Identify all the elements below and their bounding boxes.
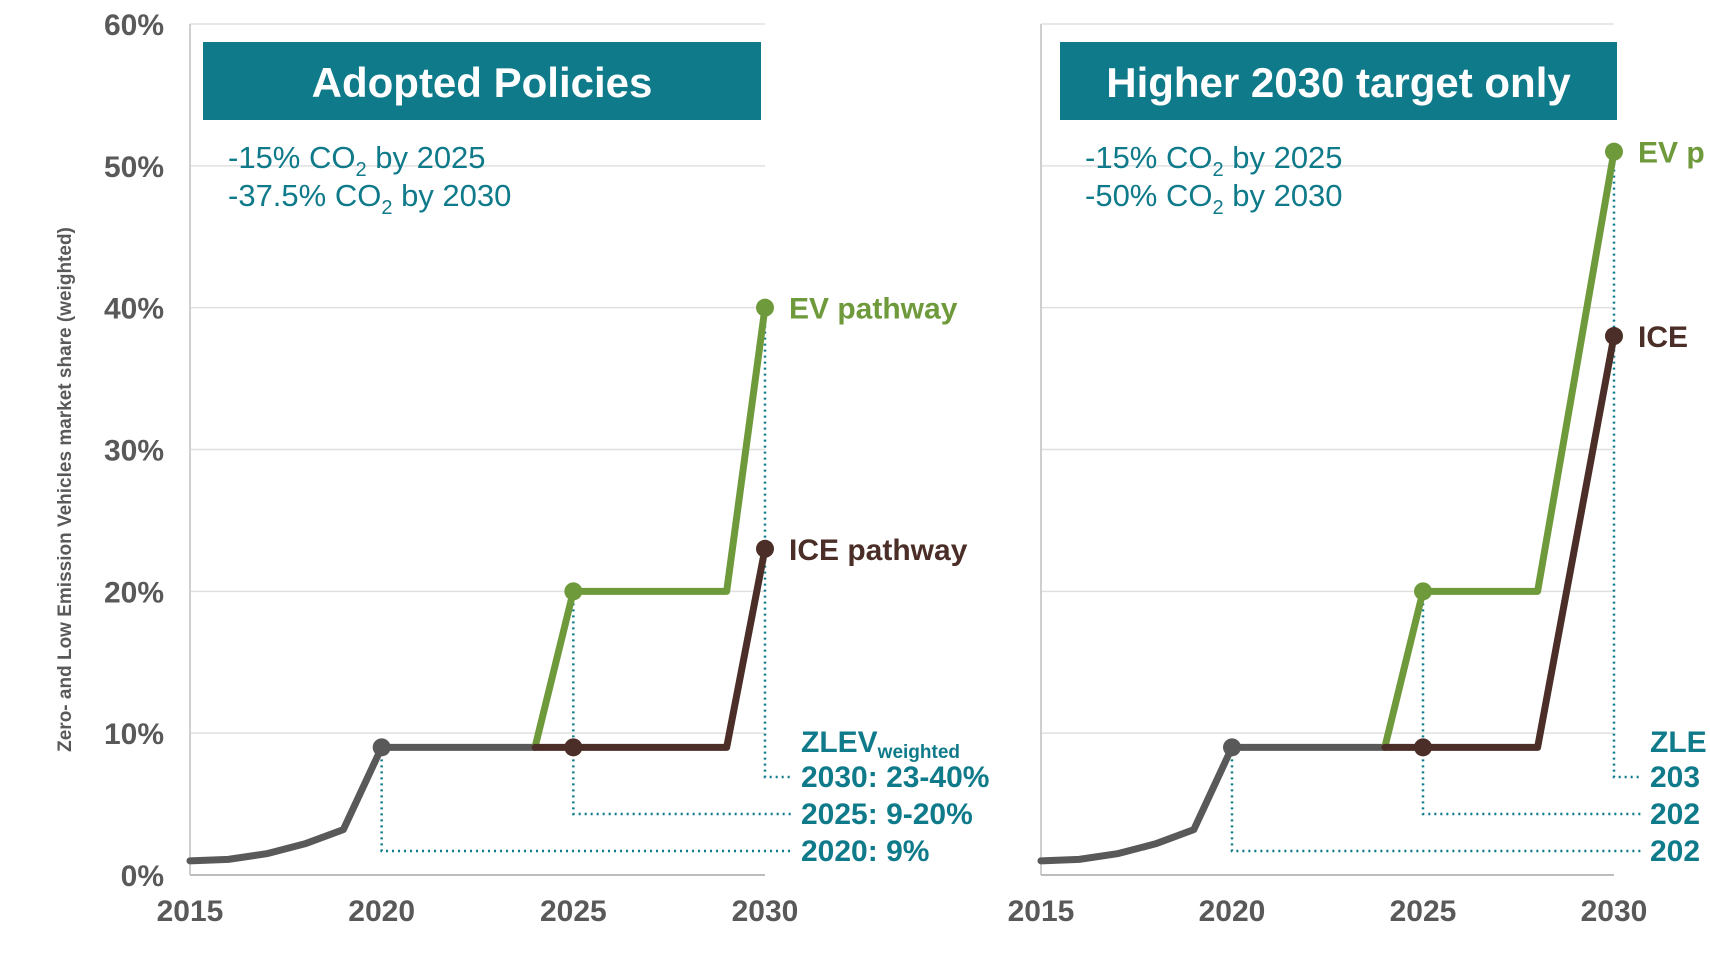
annotation-label: 2020: 9%	[801, 835, 929, 868]
y-tick-label: 20%	[104, 576, 164, 609]
x-tick-label: 2020	[1199, 895, 1266, 928]
x-tick-label: 2020	[348, 895, 415, 928]
series-line-ev	[1381, 148, 1618, 751]
x-tick-label: 2025	[540, 895, 607, 928]
policy-note: -15% CO2 by 2025	[1085, 140, 1343, 181]
series-line-ice	[1381, 332, 1618, 751]
panel-title-banner	[1060, 42, 1617, 120]
policy-note: -50% CO2 by 2030	[1085, 178, 1343, 219]
data-point-ice	[1414, 738, 1432, 757]
x-tick-label: 2025	[1390, 895, 1457, 928]
y-tick-label: 40%	[104, 293, 164, 326]
x-tick-label: 2030	[732, 895, 799, 928]
note-text: -37.5% CO	[228, 178, 381, 213]
y-tick-label: 60%	[104, 9, 164, 42]
panel-title-banner	[203, 42, 761, 120]
annotation-leader	[1612, 151, 1642, 779]
ev-pathway-label: EV pathway	[789, 293, 958, 326]
zlev-label: ZLE	[1650, 726, 1707, 759]
zlev-subscript: weighted	[877, 742, 960, 763]
annotation-label: 203	[1650, 761, 1700, 794]
note-subscript: 2	[355, 159, 366, 181]
note-text: -15% CO	[1085, 140, 1212, 175]
annotation-leader	[1421, 591, 1642, 816]
ice-pathway-label: ICE pathway	[789, 534, 968, 567]
ice-pathway-label: ICE	[1638, 321, 1688, 354]
y-tick-label: 0%	[121, 860, 164, 893]
series-line-history	[1037, 743, 1236, 865]
series-line-ice	[531, 545, 769, 751]
chart-panel-2: 2015 2020 2025 2030 Higher 2030 target only -…	[1008, 23, 1707, 928]
x-tick-label: 2015	[157, 895, 224, 928]
annotation-leader	[763, 307, 793, 779]
policy-note: -15% CO2 by 2025	[228, 140, 486, 181]
data-point-ev	[1414, 582, 1432, 601]
y-tick-label: 30%	[104, 435, 164, 468]
data-point-ice	[1605, 327, 1623, 346]
zlev-label: ZLEVweighted	[801, 726, 960, 763]
annotation-leader	[1230, 747, 1642, 853]
zlev-main: ZLEV	[801, 726, 878, 759]
data-point-history	[372, 738, 391, 757]
policy-note: -37.5% CO2 by 2030	[228, 178, 511, 219]
data-point-history	[1223, 738, 1241, 757]
panel-title: Higher 2030 target only	[1106, 59, 1571, 106]
note-text: by 2025	[1224, 140, 1343, 175]
series-line-history	[186, 743, 386, 865]
zlev-main: ZLE	[1650, 726, 1707, 759]
y-tick-label: 50%	[104, 151, 164, 184]
note-text: by 2030	[392, 178, 511, 213]
y-axis-title: Zero- and Low Emission Vehicles market s…	[55, 227, 76, 752]
note-subscript: 2	[1212, 159, 1223, 181]
note-subscript: 2	[381, 197, 392, 219]
note-text: by 2030	[1224, 178, 1343, 213]
x-tick-label: 2015	[1008, 895, 1075, 928]
annotation-label: 2025: 9-20%	[801, 798, 973, 831]
data-point-ev	[1605, 142, 1623, 161]
note-text: -15% CO	[228, 140, 355, 175]
annotation-leader	[380, 747, 793, 853]
annotation-leader	[572, 591, 793, 816]
chart-panel-1: 0% 10% 20% 30% 40% 50% 60% 2015 2020 2025 2030 Zero…	[55, 9, 989, 928]
note-text: by 2025	[367, 140, 486, 175]
data-point-ice	[564, 738, 583, 757]
y-tick-label: 10%	[104, 718, 164, 751]
note-subscript: 2	[1212, 197, 1223, 219]
annotation-label: 202	[1650, 835, 1700, 868]
note-text: -50% CO	[1085, 178, 1212, 213]
annotation-label: 2030: 23-40%	[801, 761, 989, 794]
ev-pathway-label: EV p	[1638, 137, 1705, 170]
data-point-ice	[756, 539, 774, 558]
data-point-ev	[564, 582, 583, 601]
series-line-ev	[531, 304, 769, 751]
annotation-label: 202	[1650, 798, 1700, 831]
panel-title: Adopted Policies	[312, 59, 653, 106]
x-tick-label: 2030	[1581, 895, 1648, 928]
data-point-ev	[756, 298, 774, 317]
